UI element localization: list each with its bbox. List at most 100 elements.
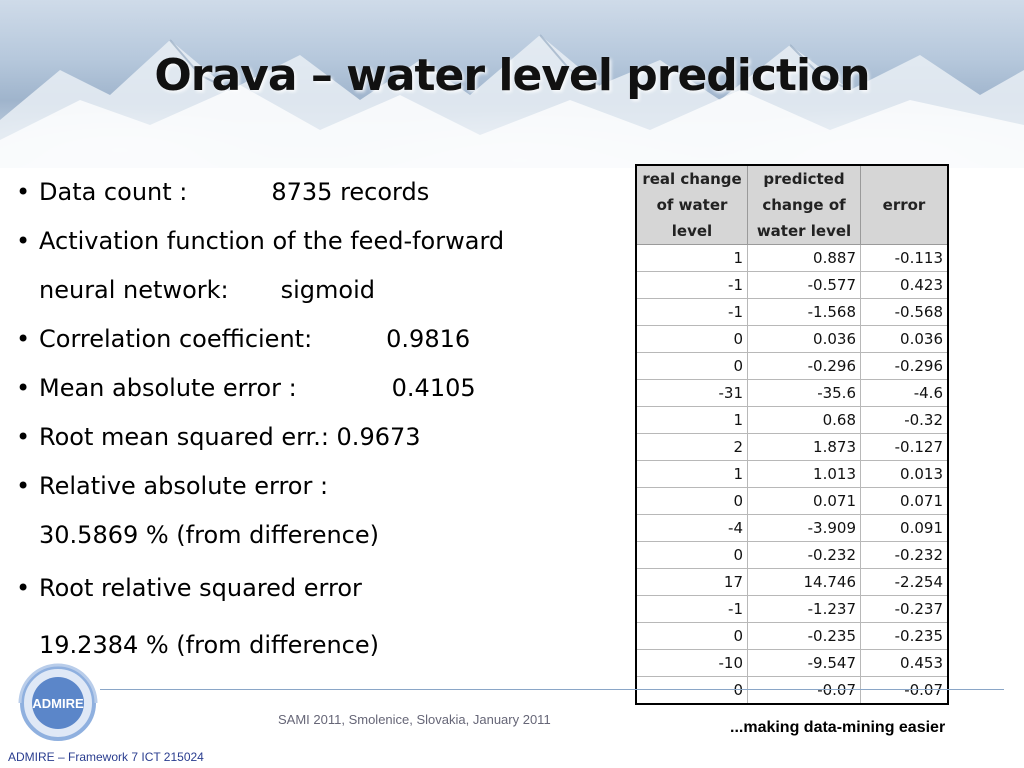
- cell-predicted-change: -3.909: [747, 514, 861, 542]
- table-row: 1 0.887 -0.113: [635, 244, 949, 272]
- admire-logo: ADMIRE: [12, 662, 104, 749]
- header-predicted-change: predicted change of water level: [747, 164, 861, 245]
- cell-real-change: -1: [635, 298, 748, 326]
- header-error: error: [860, 164, 949, 245]
- cell-real-change: 0: [635, 541, 748, 569]
- cell-real-change: 1: [635, 406, 748, 434]
- cell-real-change: 0: [635, 622, 748, 650]
- table-row: -1 -1.568 -0.568: [635, 298, 949, 326]
- cell-predicted-change: 14.746: [747, 568, 861, 596]
- cell-real-change: -31: [635, 379, 748, 407]
- admire-logo-mark: ADMIRE: [18, 663, 98, 741]
- data-count-label: Data count :: [39, 178, 188, 206]
- cell-predicted-change: 0.68: [747, 406, 861, 434]
- cell-predicted-change: 0.036: [747, 325, 861, 353]
- cell-real-change: -1: [635, 271, 748, 299]
- bullet-rmse: Root mean squared err.: 0.9673: [14, 413, 614, 462]
- table-row: 0 -0.296 -0.296: [635, 352, 949, 380]
- cell-real-change: 1: [635, 244, 748, 272]
- cell-error: 0.071: [860, 487, 949, 515]
- cell-predicted-change: -1.568: [747, 298, 861, 326]
- cell-predicted-change: 1.873: [747, 433, 861, 461]
- cell-predicted-change: -9.547: [747, 649, 861, 677]
- table-row: 2 1.873 -0.127: [635, 433, 949, 461]
- table-row: -4 -3.909 0.091: [635, 514, 949, 542]
- table-row: 1 1.013 0.013: [635, 460, 949, 488]
- table-row: 17 14.746 -2.254: [635, 568, 949, 596]
- cell-real-change: 2: [635, 433, 748, 461]
- cell-error: -0.113: [860, 244, 949, 272]
- cell-error: 0.091: [860, 514, 949, 542]
- cell-error: 0.453: [860, 649, 949, 677]
- cell-real-change: 0: [635, 352, 748, 380]
- table-row: 1 0.68 -0.32: [635, 406, 949, 434]
- cell-real-change: 0: [635, 325, 748, 353]
- cell-predicted-change: 1.013: [747, 460, 861, 488]
- table-row: -10 -9.547 0.453: [635, 649, 949, 677]
- mountain-banner: [0, 0, 1024, 168]
- cell-error: 0.036: [860, 325, 949, 353]
- table-row: -1 -0.577 0.423: [635, 271, 949, 299]
- bullet-correlation: Correlation coefficient: 0.9816: [14, 315, 614, 364]
- table-header-row: real change of water level predicted cha…: [635, 164, 949, 245]
- cell-real-change: 17: [635, 568, 748, 596]
- table-row: -1 -1.237 -0.237: [635, 595, 949, 623]
- cell-predicted-change: 0.071: [747, 487, 861, 515]
- prediction-table: real change of water level predicted cha…: [635, 164, 949, 705]
- rae-value: 30.5869 % (from difference): [39, 521, 379, 549]
- cell-error: 0.013: [860, 460, 949, 488]
- table-row: 0 -0.235 -0.235: [635, 622, 949, 650]
- cell-predicted-change: -35.6: [747, 379, 861, 407]
- table-body: 1 0.887 -0.113 -1 -0.577 0.423 -1 -1.568 -0.568 0…: [635, 244, 949, 705]
- table-row: 0 0.036 0.036: [635, 325, 949, 353]
- mae-label: Mean absolute error :: [39, 374, 297, 402]
- cell-error: -0.568: [860, 298, 949, 326]
- activation-line1: Activation function of the feed-forward: [39, 227, 505, 255]
- footer-project: ADMIRE – Framework 7 ICT 215024: [8, 750, 204, 764]
- rmse-text: Root mean squared err.: 0.9673: [39, 423, 421, 451]
- cell-predicted-change: -0.296: [747, 352, 861, 380]
- correlation-value: 0.9816: [386, 325, 471, 353]
- cell-real-change: -10: [635, 649, 748, 677]
- table-row: 0 0.071 0.071: [635, 487, 949, 515]
- correlation-label: Correlation coefficient:: [39, 325, 313, 353]
- stats-bullet-list: Data count : 8735 records Activation func…: [14, 168, 614, 674]
- data-count-value: 8735 records: [271, 178, 430, 206]
- cell-error: 0.423: [860, 271, 949, 299]
- cell-error: -4.6: [860, 379, 949, 407]
- logo-text: ADMIRE: [32, 696, 84, 711]
- rrse-label: Root relative squared error: [39, 574, 362, 602]
- bullet-rrse: Root relative squared error 19.2384 % (f…: [14, 560, 614, 674]
- table-row: 0 -0.232 -0.232: [635, 541, 949, 569]
- cell-error: -0.232: [860, 541, 949, 569]
- cell-error: -0.296: [860, 352, 949, 380]
- footer-event: SAMI 2011, Smolenice, Slovakia, January …: [278, 712, 551, 727]
- cell-predicted-change: -0.577: [747, 271, 861, 299]
- bullet-data-count: Data count : 8735 records: [14, 168, 614, 217]
- header-real-change: real change of water level: [635, 164, 748, 245]
- cell-real-change: 0: [635, 487, 748, 515]
- cell-predicted-change: -0.235: [747, 622, 861, 650]
- cell-predicted-change: -1.237: [747, 595, 861, 623]
- cell-error: -0.07: [860, 676, 949, 705]
- cell-predicted-change: -0.232: [747, 541, 861, 569]
- cell-error: -0.237: [860, 595, 949, 623]
- cell-real-change: -1: [635, 595, 748, 623]
- cell-error: -0.235: [860, 622, 949, 650]
- cell-error: -0.127: [860, 433, 949, 461]
- cell-real-change: 0: [635, 676, 748, 705]
- cell-real-change: -4: [635, 514, 748, 542]
- cell-predicted-change: -0.07: [747, 676, 861, 705]
- footer-tagline: ...making data-mining easier: [730, 719, 946, 736]
- table-row: 0 -0.07 -0.07: [635, 676, 949, 705]
- cell-error: -2.254: [860, 568, 949, 596]
- bullet-rae: Relative absolute error : 30.5869 % (fro…: [14, 462, 614, 560]
- footer-rule: [100, 689, 1004, 690]
- mae-value: 0.4105: [391, 374, 476, 402]
- activation-label: neural network:: [39, 276, 229, 304]
- cell-error: -0.32: [860, 406, 949, 434]
- rrse-value: 19.2384 % (from difference): [39, 631, 379, 659]
- slide-title: Orava – water level prediction: [154, 50, 870, 101]
- bullet-mae: Mean absolute error : 0.4105: [14, 364, 614, 413]
- activation-value: sigmoid: [280, 276, 375, 304]
